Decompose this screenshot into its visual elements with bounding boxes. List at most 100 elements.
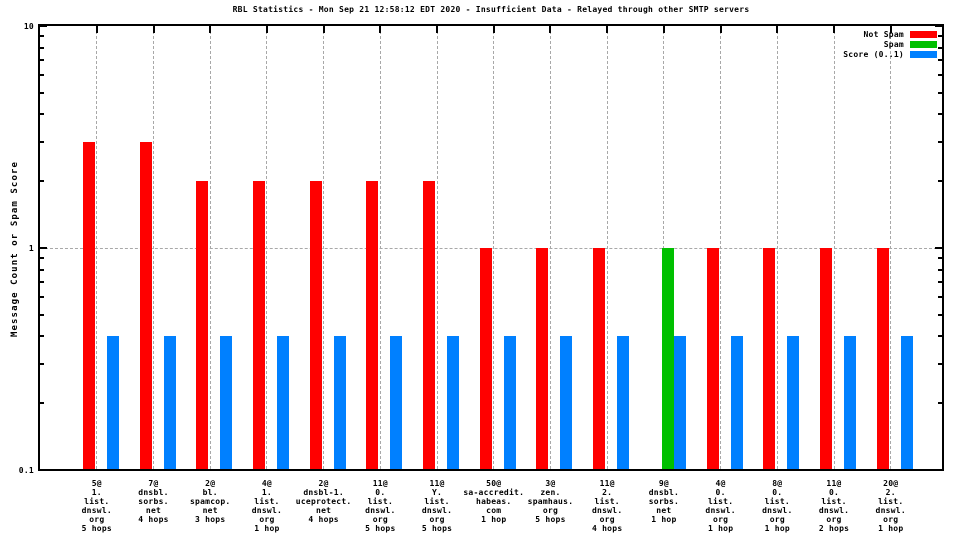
x-top-tick xyxy=(95,26,98,33)
y-minor-tick-left xyxy=(40,257,44,260)
bar-score-0-1--12 xyxy=(787,336,800,469)
bar-score-0-1--5 xyxy=(390,336,403,469)
bar-not-spam-12 xyxy=(763,248,776,469)
y-minor-tick-right xyxy=(938,91,942,94)
x-category-label: 3@ zen. spamhaus. org 5 hops xyxy=(527,479,574,524)
y-minor-tick-left xyxy=(40,35,44,38)
y-minor-tick-right xyxy=(938,335,942,338)
x-top-tick xyxy=(662,26,665,33)
y-minor-tick-right xyxy=(938,313,942,316)
legend-row: Not Spam xyxy=(843,29,937,39)
y-minor-tick-right xyxy=(938,35,942,38)
x-category-label: 11@ 0. list. dnswl. org 5 hops xyxy=(365,479,396,533)
y-minor-tick-left xyxy=(40,268,44,271)
legend-swatch-spam xyxy=(910,40,937,48)
x-category-label: 5@ 1. list. dnswl. org 5 hops xyxy=(81,479,112,533)
y-minor-tick-right xyxy=(938,257,942,260)
y-minor-tick-left xyxy=(40,113,44,116)
y-minor-tick-right xyxy=(938,74,942,77)
y-minor-tick-right xyxy=(938,363,942,366)
legend-label: Spam xyxy=(883,39,904,49)
y-minor-tick-left xyxy=(40,335,44,338)
x-category-label: 50@ sa-accredit. habeas. com 1 hop xyxy=(463,479,525,524)
x-category-label: 2@ bl. spamcop. net 3 hops xyxy=(189,479,231,524)
y-minor-tick-right xyxy=(938,402,942,405)
x-top-tick xyxy=(209,26,212,33)
bar-score-0-1--10 xyxy=(673,336,686,469)
x-category-label: 2@ dnsbl-1. uceprotect. net 4 hops xyxy=(295,479,352,524)
x-category-label: 11@ Y. list. dnswl. org 5 hops xyxy=(421,479,453,533)
legend-label: Not Spam xyxy=(863,29,904,39)
legend-row: Score (0..1) xyxy=(843,49,937,59)
bar-score-0-1--7 xyxy=(503,336,516,469)
y-minor-tick-left xyxy=(40,313,44,316)
bar-score-0-1--13 xyxy=(844,336,857,469)
bar-not-spam-9 xyxy=(593,248,606,469)
x-category-label: 4@ 0. list. dnswl. org 1 hop xyxy=(705,479,736,533)
bar-not-spam-4 xyxy=(309,181,322,469)
x-category-label: 11@ 0. list. dnswl. org 2 hops xyxy=(818,479,850,533)
y-major-tick-left xyxy=(40,25,47,27)
y-major-tick-right xyxy=(935,25,942,27)
y-minor-tick-right xyxy=(938,141,942,144)
bar-score-0-1--8 xyxy=(560,336,573,469)
bar-spam-10 xyxy=(661,248,674,469)
y-minor-tick-right xyxy=(938,180,942,183)
y-minor-tick-right xyxy=(938,59,942,62)
bar-score-0-1--1 xyxy=(163,336,176,469)
bar-not-spam-14 xyxy=(876,248,889,469)
bar-score-0-1--6 xyxy=(447,336,460,469)
x-category-label: 20@ 2. list. dnswl. org 1 hop xyxy=(875,479,906,533)
x-top-tick xyxy=(322,26,325,33)
bar-score-0-1--14 xyxy=(900,336,913,469)
y-minor-tick-right xyxy=(938,296,942,299)
x-top-tick xyxy=(776,26,779,33)
x-top-tick xyxy=(549,26,552,33)
y-tick-label: 10 xyxy=(23,21,34,31)
bar-score-0-1--11 xyxy=(730,336,743,469)
y-minor-tick-left xyxy=(40,281,44,284)
y-minor-tick-left xyxy=(40,402,44,405)
legend-label: Score (0..1) xyxy=(843,49,904,59)
legend: Not Spam Spam Score (0..1) xyxy=(843,29,937,59)
chart-title: RBL Statistics - Mon Sep 21 12:58:12 EDT… xyxy=(232,5,750,14)
x-category-label: 4@ 1. list. dnswl. org 1 hop xyxy=(251,479,283,533)
bar-not-spam-0 xyxy=(82,142,95,469)
bar-not-spam-5 xyxy=(366,181,379,469)
x-top-tick xyxy=(833,26,836,33)
x-top-tick xyxy=(606,26,609,33)
y-minor-tick-left xyxy=(40,141,44,144)
bar-score-0-1--0 xyxy=(106,336,119,469)
bar-score-0-1--2 xyxy=(220,336,233,469)
x-category-label: 9@ dnsbl. sorbs. net 1 hop xyxy=(648,479,680,524)
y-minor-tick-right xyxy=(938,268,942,271)
y-major-tick-left xyxy=(40,247,47,249)
bar-score-0-1--4 xyxy=(333,336,346,469)
x-category-label: 7@ dnsbl. sorbs. net 4 hops xyxy=(138,479,169,524)
bar-not-spam-13 xyxy=(820,248,833,469)
bar-not-spam-3 xyxy=(252,181,265,469)
x-top-tick xyxy=(492,26,495,33)
x-top-tick xyxy=(152,26,155,33)
y-major-tick-right xyxy=(935,469,942,471)
y-minor-tick-left xyxy=(40,363,44,366)
x-top-tick xyxy=(719,26,722,33)
x-top-tick xyxy=(436,26,439,33)
y-major-tick-left xyxy=(40,469,47,471)
y-major-tick-right xyxy=(935,247,942,249)
bar-score-0-1--3 xyxy=(276,336,289,469)
y-minor-tick-left xyxy=(40,296,44,299)
y-minor-tick-left xyxy=(40,59,44,62)
y-minor-tick-left xyxy=(40,74,44,77)
y-minor-tick-left xyxy=(40,46,44,49)
y-minor-tick-right xyxy=(938,113,942,116)
bar-not-spam-6 xyxy=(423,181,436,469)
legend-swatch-not-spam xyxy=(910,30,937,38)
legend-row: Spam xyxy=(843,39,937,49)
bar-not-spam-1 xyxy=(139,142,152,469)
bar-not-spam-7 xyxy=(479,248,492,469)
plot-border xyxy=(38,24,944,471)
bar-not-spam-2 xyxy=(196,181,209,469)
x-category-label: 8@ 0. list. dnswl. org 1 hop xyxy=(762,479,793,533)
x-top-tick xyxy=(265,26,268,33)
